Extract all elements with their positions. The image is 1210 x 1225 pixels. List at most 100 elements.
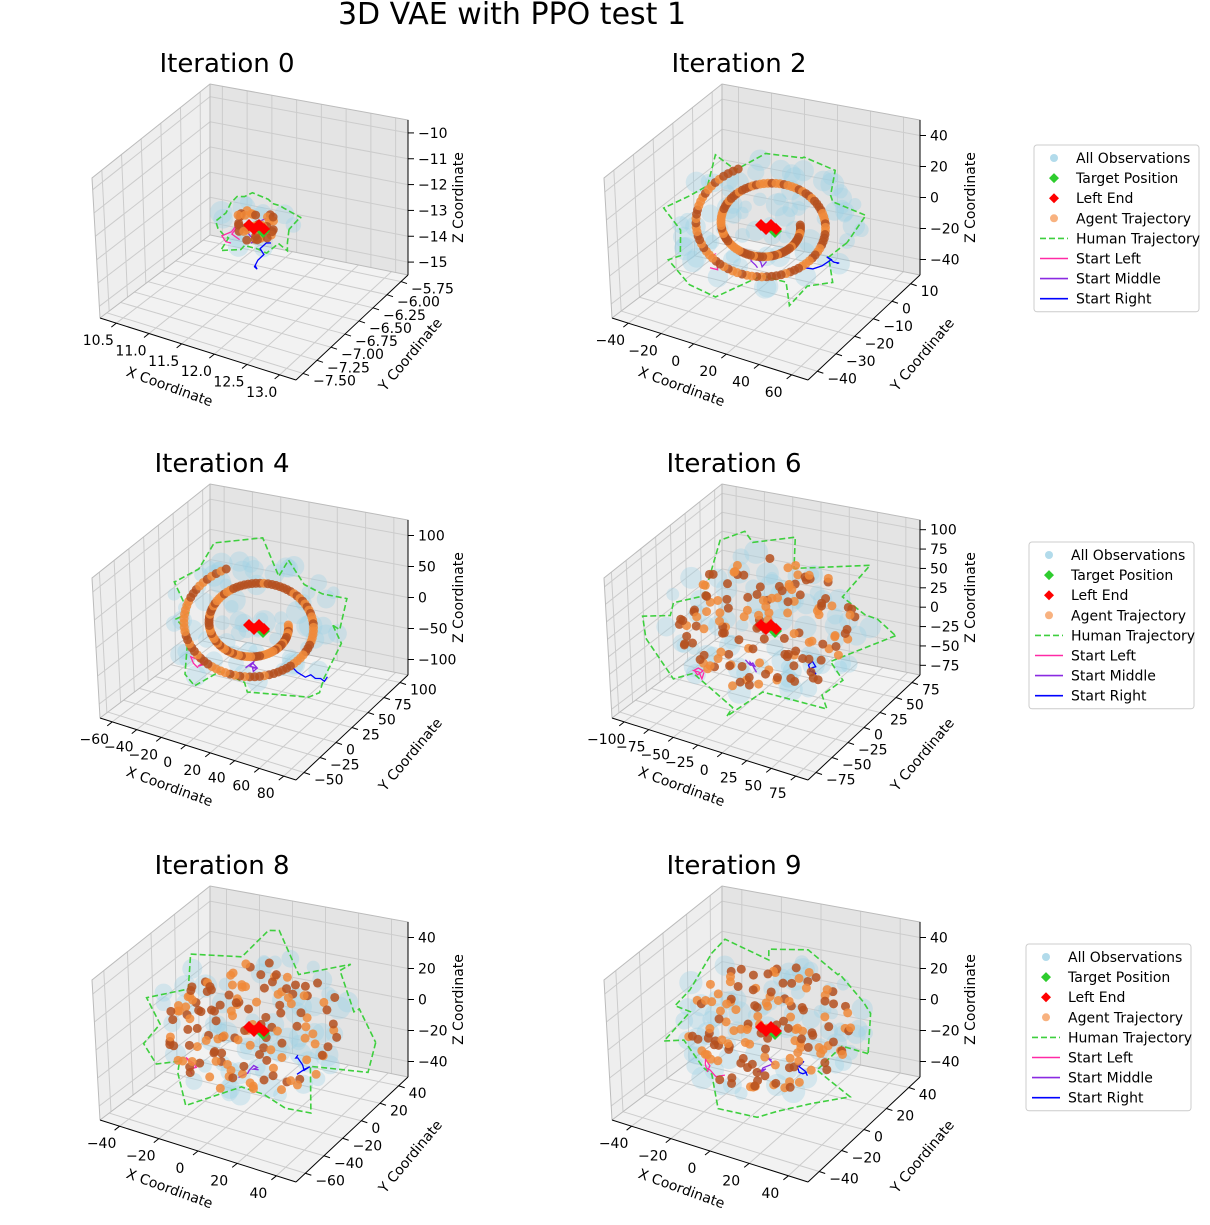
observation-point	[219, 1078, 241, 1099]
grid-line	[116, 237, 227, 324]
legend-leftend-swatch	[1041, 992, 1051, 1003]
agent-point	[789, 661, 799, 671]
subplot-iteration-5: Iteration 9 −40 −20 0 20 40 −40 −20 0 20 40 −40 −20 0…	[599, 851, 979, 1212]
agent-point	[807, 636, 817, 646]
x-tick-label: 0	[688, 1161, 697, 1177]
grid-line	[246, 264, 359, 365]
grid-line	[161, 270, 360, 322]
observation-point	[854, 222, 869, 238]
y-tick-label: 0	[902, 301, 911, 317]
agent-point	[748, 985, 758, 995]
agent-point	[268, 1063, 278, 1073]
z-tick-label: −11	[418, 152, 448, 168]
y-axis-line	[295, 274, 409, 381]
agent-point	[736, 964, 746, 974]
agent-point	[728, 681, 738, 691]
y-tick-mark	[400, 281, 408, 285]
y-tick-label: 0	[874, 1130, 883, 1146]
agent-point	[173, 1055, 183, 1065]
agent-point	[791, 560, 801, 570]
x-tick-label: 20	[722, 1173, 740, 1189]
grid-line	[164, 1071, 362, 1122]
observation-point	[185, 665, 207, 687]
y-tick-mark	[873, 318, 880, 322]
x-tick-mark	[153, 1138, 160, 1143]
y-tick-label: −30	[846, 354, 876, 370]
agent-point	[186, 985, 196, 995]
agent-point	[761, 998, 771, 1008]
observation-point	[274, 611, 288, 625]
agent-point	[760, 1052, 770, 1062]
y-tick-mark	[383, 697, 391, 700]
grid-line	[615, 970, 624, 1112]
x-tick-mark	[704, 1150, 711, 1156]
x-axis-label: X Coordinate	[636, 1166, 727, 1212]
agent-point	[300, 981, 310, 991]
legend-sm-label: Start Middle	[1076, 272, 1161, 288]
x-tick-label: 20	[183, 763, 201, 779]
legend-sr-label: Start Right	[1071, 689, 1147, 705]
agent-point	[722, 999, 732, 1009]
agent-point	[750, 1001, 760, 1011]
agent-point	[784, 579, 794, 589]
z-tick-label: 40	[930, 129, 948, 145]
x-tick-label: −20	[128, 747, 158, 763]
agent-point	[759, 634, 769, 644]
observation-point	[790, 985, 806, 1000]
x-tick-mark	[643, 729, 650, 735]
agent-point	[268, 1071, 278, 1081]
y-tick-label: −50	[842, 758, 872, 774]
observation-point	[230, 625, 247, 641]
grid-line	[127, 1098, 325, 1157]
pane-edge	[99, 234, 211, 319]
y-axis-line	[295, 1076, 409, 1183]
agent-point	[240, 210, 250, 220]
x-tick-label: 12.5	[213, 375, 244, 391]
x-tick-mark	[655, 333, 662, 338]
agent-point	[803, 1042, 813, 1052]
z-tick-label: 0	[930, 600, 939, 616]
z-tick-label: 50	[418, 560, 436, 576]
agent-point	[192, 1042, 202, 1052]
y-tick-label: 0	[371, 1121, 380, 1137]
agent-point	[804, 967, 814, 977]
agent-point	[789, 629, 799, 639]
y-tick-mark	[323, 1155, 331, 1159]
figure-title: 3D VAE with PPO test 1	[338, 0, 686, 32]
y-tick-label: 40	[409, 1086, 427, 1102]
agent-point	[747, 1059, 757, 1069]
subplot-iteration-3: Iteration 6−100−75−50−25 0 25 50 75−75−50−25…	[587, 449, 979, 810]
z-axis-label: Z Coordinate	[451, 954, 467, 1045]
agent-point	[275, 1000, 285, 1010]
y-tick-label: −20	[353, 1138, 383, 1154]
agent-point	[277, 1052, 287, 1062]
y-tick-mark	[911, 682, 919, 685]
grid-line	[669, 525, 675, 672]
observation-point	[229, 551, 250, 572]
subplot-iteration-4: Iteration 8−40−2002040−60−40−2002040−40−…	[87, 851, 467, 1212]
agent-point	[259, 983, 269, 993]
agent-point	[767, 593, 777, 603]
pane-face	[100, 235, 408, 380]
legend-box	[1025, 943, 1192, 1112]
y-tick-label: 0	[346, 743, 355, 759]
grid-line	[666, 676, 865, 728]
observation-point	[214, 615, 230, 631]
y-tick-label: −6.25	[383, 308, 426, 324]
observation-point	[229, 1084, 251, 1106]
observation-point	[705, 234, 720, 249]
legend-box	[1033, 144, 1200, 313]
x-tick-label: 11.0	[115, 344, 146, 360]
agent-point	[276, 1085, 286, 1095]
legend-leftend-label: Left End	[1076, 191, 1133, 207]
observation-point	[685, 171, 707, 193]
agent-point	[296, 1008, 306, 1018]
observation-point	[773, 192, 787, 206]
agent-point	[723, 1039, 733, 1049]
y-axis-label: Y Coordinate	[375, 1117, 446, 1197]
y-tick-label: −50	[314, 773, 344, 789]
start-sr-line	[804, 256, 840, 270]
agent-point	[676, 614, 686, 624]
grid-line	[189, 250, 388, 296]
agent-point	[702, 607, 712, 617]
